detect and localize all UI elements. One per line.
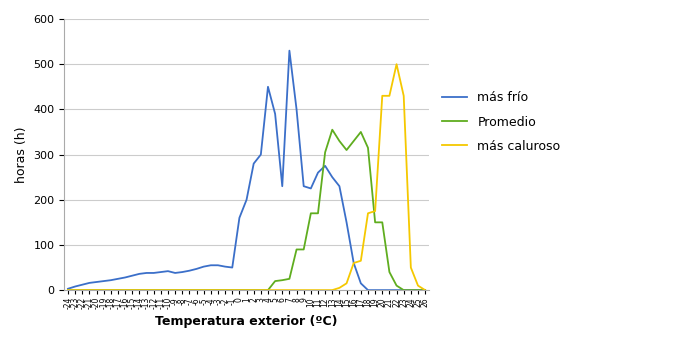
X-axis label: Temperatura exterior (ºC): Temperatura exterior (ºC): [155, 315, 338, 328]
Promedio: [321, 150, 329, 154]
Legend: más frío, Promedio, más caluroso: más frío, Promedio, más caluroso: [439, 87, 564, 156]
Promedio: [300, 247, 308, 251]
Promedio: [178, 288, 186, 292]
Line: más caluroso: más caluroso: [68, 64, 425, 290]
más caluroso: [414, 284, 422, 288]
más frío: [307, 186, 315, 190]
Promedio: [142, 288, 150, 292]
más caluroso: [64, 288, 72, 292]
más frío: [171, 271, 179, 275]
más frío: [414, 288, 422, 292]
más frío: [285, 49, 293, 53]
más frío: [421, 288, 429, 292]
Promedio: [328, 128, 337, 132]
más caluroso: [142, 288, 150, 292]
Promedio: [171, 288, 179, 292]
más caluroso: [393, 62, 401, 66]
más frío: [364, 288, 372, 292]
Promedio: [64, 288, 72, 292]
más caluroso: [171, 288, 179, 292]
más caluroso: [300, 288, 308, 292]
Y-axis label: horas (h): horas (h): [15, 126, 28, 183]
Promedio: [414, 288, 422, 292]
Promedio: [421, 288, 429, 292]
más caluroso: [321, 288, 329, 292]
más frío: [328, 175, 337, 179]
Line: más frío: más frío: [68, 51, 425, 290]
más caluroso: [421, 288, 429, 292]
Line: Promedio: Promedio: [68, 130, 425, 290]
más frío: [178, 270, 186, 274]
más frío: [64, 287, 72, 291]
más caluroso: [178, 288, 186, 292]
más frío: [142, 271, 150, 275]
